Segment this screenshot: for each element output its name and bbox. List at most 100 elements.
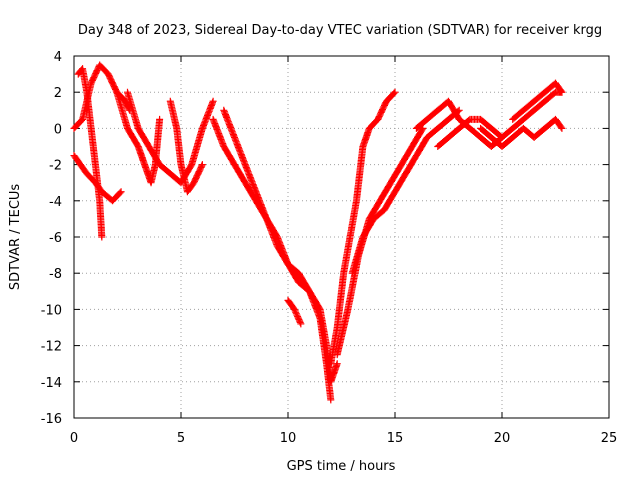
data-series (70, 61, 566, 404)
marker-run (77, 162, 90, 176)
data-point (209, 97, 217, 105)
y-tick-label: -2 (49, 159, 62, 174)
marker-run (375, 99, 390, 122)
marker-run (231, 162, 248, 185)
marker-run (403, 153, 420, 176)
marker-run (184, 180, 197, 194)
marker-run (552, 80, 565, 95)
data-point (391, 88, 399, 96)
marker-run (327, 325, 341, 366)
x-tick-label: 0 (70, 431, 78, 446)
marker-run (124, 90, 142, 131)
marker-run (340, 235, 354, 276)
marker-run (323, 361, 335, 402)
marker-run (435, 135, 451, 149)
marker-run (499, 135, 515, 149)
data-point (333, 360, 341, 368)
satellite-track-16 (509, 79, 566, 123)
y-axis-label: SDTVAR / TECUs (8, 184, 23, 291)
marker-run (384, 89, 398, 104)
marker-run (71, 153, 83, 167)
marker-run (167, 99, 180, 131)
marker-run (242, 180, 259, 203)
y-tick-label: -8 (49, 267, 62, 282)
marker-run (531, 125, 548, 140)
data-point (327, 396, 335, 404)
marker-run (92, 162, 103, 203)
marker-run (87, 126, 99, 167)
marker-run (409, 126, 426, 149)
y-tick-label: 2 (54, 86, 62, 101)
marker-run (221, 144, 238, 167)
marker-run (135, 144, 148, 167)
x-axis-label: GPS time / hours (287, 459, 396, 474)
x-tick-label: 5 (177, 431, 185, 446)
marker-run (531, 89, 548, 104)
marker-run (542, 89, 558, 104)
data-point (198, 161, 206, 169)
marker-run (253, 189, 270, 221)
marker-run (152, 117, 163, 167)
y-axis: -16 -14 -12 -10 -8 -6 -4 -2 0 2 4 (41, 50, 609, 427)
satellite-track-4 (124, 88, 217, 187)
marker-run (346, 198, 360, 239)
marker-run (388, 162, 405, 185)
satellite-track-14 (434, 88, 566, 150)
marker-run (531, 98, 548, 113)
marker-run (96, 198, 106, 239)
y-tick-label: -10 (41, 303, 62, 318)
data-point (558, 124, 566, 132)
y-tick-label: -16 (41, 412, 62, 427)
marker-run (371, 207, 387, 222)
marker-run (285, 298, 297, 312)
x-tick-label: 20 (494, 431, 511, 446)
marker-run (83, 90, 95, 131)
marker-run (478, 116, 494, 131)
x-tick-label: 10 (280, 431, 297, 446)
marker-run (414, 116, 430, 131)
y-tick-label: 0 (54, 122, 62, 137)
data-point (558, 88, 566, 96)
marker-run (377, 180, 394, 203)
marker-run (366, 198, 383, 222)
marker-run (291, 307, 304, 326)
marker-run (435, 116, 451, 131)
marker-run (113, 90, 131, 131)
marker-run (499, 125, 515, 140)
marker-run (188, 126, 206, 167)
marker-run (231, 135, 249, 167)
marker-run (242, 162, 259, 194)
marker-run (349, 235, 366, 276)
grid-lines (74, 56, 609, 418)
marker-run (360, 216, 377, 240)
marker-run (424, 107, 441, 122)
satellite-track-15 (477, 115, 566, 150)
marker-run (199, 99, 216, 131)
marker-run (263, 216, 281, 249)
marker-run (424, 125, 441, 140)
x-tick-label: 15 (387, 431, 404, 446)
marker-run (445, 99, 462, 122)
data-point (98, 233, 106, 241)
marker-run (456, 116, 473, 131)
marker-run (173, 126, 185, 167)
marker-run (210, 117, 227, 149)
marker-run (71, 117, 85, 131)
x-tick-label: 25 (601, 431, 618, 446)
satellite-track-13 (412, 97, 506, 150)
marker-run (552, 117, 565, 131)
satellite-track-12 (348, 106, 463, 277)
satellite-track-3 (74, 65, 106, 241)
marker-run (359, 126, 373, 149)
marker-run (392, 171, 409, 194)
satellite-track-10 (327, 88, 399, 368)
marker-run (274, 243, 291, 267)
marker-run (316, 316, 330, 366)
marker-run (521, 107, 537, 122)
marker-run (510, 107, 526, 122)
marker-run (334, 307, 352, 357)
marker-run (157, 162, 173, 177)
satellite-track-5 (166, 97, 206, 196)
marker-run (366, 117, 381, 131)
